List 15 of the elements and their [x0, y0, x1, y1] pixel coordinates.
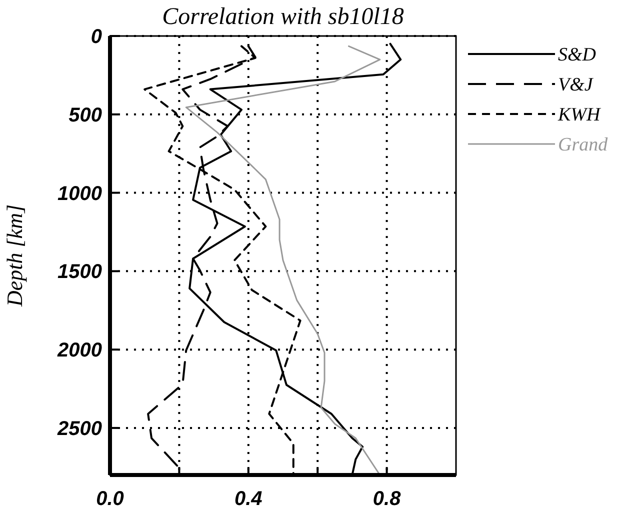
- chart-title: Correlation with sb10l18: [162, 4, 404, 30]
- y-axis-title: Depth [km]: [2, 204, 27, 308]
- x-tick-label: 0.4: [234, 488, 262, 510]
- legend-label: S&D: [558, 44, 596, 66]
- y-tick-label: 2000: [56, 340, 102, 362]
- legend-label: V&J: [558, 74, 594, 96]
- y-tick-label: 500: [68, 104, 102, 126]
- y-tick-label: 0: [90, 26, 102, 48]
- y-tick-label: 2500: [56, 418, 102, 440]
- y-tick-label: 1000: [58, 182, 102, 205]
- legend-label: KWH: [557, 104, 602, 126]
- legend-label: Grand: [558, 134, 608, 156]
- y-tick-label: 1500: [58, 261, 102, 284]
- x-tick-label: 0.0: [96, 488, 124, 510]
- x-tick-label: 0.8: [372, 488, 402, 510]
